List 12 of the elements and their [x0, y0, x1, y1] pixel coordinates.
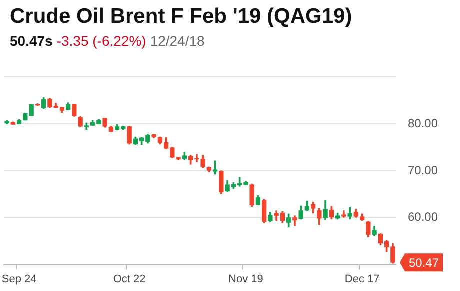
x-tick-label: Dec 17 [344, 273, 380, 286]
x-tick-label: Sep 24 [2, 273, 37, 286]
chart-title: Crude Oil Brent F Feb '19 (QAG19) [10, 5, 352, 29]
text: 50.47s [10, 33, 53, 49]
y-tick-label: 80.00 [408, 116, 438, 130]
text: -3.35 (-6.22%) [56, 33, 146, 49]
x-tick-label: Oct 22 [113, 273, 146, 286]
y-tick-label: 70.00 [408, 163, 438, 178]
text: 50.47 [409, 256, 440, 270]
y-tick-label: 60.00 [408, 210, 438, 224]
x-tick-label: Nov 19 [228, 273, 264, 286]
text: 12/24/18 [150, 33, 205, 49]
